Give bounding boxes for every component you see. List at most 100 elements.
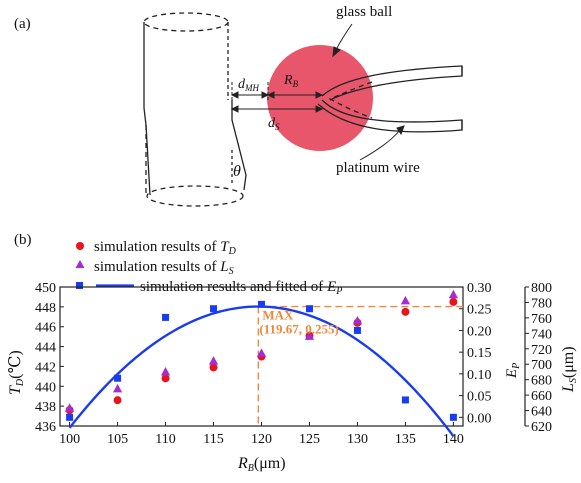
ep-point <box>258 300 265 308</box>
wire-hidden <box>328 81 373 119</box>
cylinder-top <box>143 12 229 32</box>
x-tick-label: 135 <box>395 432 416 447</box>
max-coordinates-label: (119.67, 0.255) <box>259 322 338 337</box>
ep-point <box>305 305 313 313</box>
label-ds: dS <box>268 116 280 132</box>
dim-dmh-arrow-left <box>230 91 239 99</box>
max-label: MAX <box>262 308 294 323</box>
td-point <box>113 396 122 405</box>
legend-marker-square <box>76 282 83 289</box>
y-right-axis-title: LS(μm) <box>560 346 579 393</box>
y-mid-axis: 0.00 0.05 0.10 0.15 0.20 0.25 0.30 <box>459 281 492 426</box>
y-right-tick-label: 660 <box>531 389 552 404</box>
y-left-tick-label: 446 <box>35 321 56 336</box>
glass-ball-label: glass ball <box>336 4 392 20</box>
ep-point <box>114 374 122 382</box>
y-right-tick-label: 700 <box>531 358 552 373</box>
y-mid-tick-label: 0.10 <box>467 368 492 383</box>
ls-point <box>112 383 123 393</box>
y-left-tick-label: 438 <box>35 400 56 415</box>
y-left-tick-label: 442 <box>35 360 56 375</box>
y-mid-tick-label: 0.20 <box>467 324 492 339</box>
ls-point <box>208 356 219 365</box>
ls-point <box>256 348 267 357</box>
platinum-wire-leader-arrow <box>396 125 405 136</box>
theta-label: θ <box>233 163 241 180</box>
y-left-tick-label: 436 <box>35 420 56 435</box>
ls-point <box>400 295 411 305</box>
legend-text-ep: simulation results and fitted of EP <box>140 279 342 297</box>
ep-point <box>162 313 170 321</box>
legend-text-td: simulation results of TD <box>94 239 237 257</box>
y-mid-axis-title: EP <box>504 363 522 379</box>
y-mid-tick-label: 0.00 <box>467 411 492 426</box>
dim-rb-arrow-right <box>315 91 324 99</box>
y-right-tick-label: 720 <box>531 343 552 358</box>
ep-point <box>210 305 218 313</box>
x-tick-label: 120 <box>251 432 272 447</box>
y-mid-tick-label: 0.05 <box>467 390 492 405</box>
y-mid-tick-label: 0.15 <box>467 346 492 361</box>
x-tick-label: 110 <box>155 432 175 447</box>
y-left-axis: 436 438 440 442 444 446 448 450 <box>35 281 64 435</box>
max-annotation <box>257 305 463 426</box>
legend-item-ls: simulation results of LS <box>75 259 234 277</box>
y-left-tick-label: 440 <box>35 380 56 395</box>
x-tick-label: 125 <box>299 432 320 447</box>
x-tick-label: 105 <box>107 432 128 447</box>
legend-marker-triangle <box>75 260 85 268</box>
dim-ds-arrow-left <box>230 105 239 113</box>
cylinder-slant-left <box>143 107 151 196</box>
leaders <box>332 23 405 161</box>
x-axis: 100 105 110 115 120 125 130 135 140 <box>59 422 464 447</box>
x-tick-label: 130 <box>347 432 368 447</box>
legend-item-td: simulation results of TD <box>76 239 237 257</box>
y-right-tick-label: 800 <box>531 281 552 296</box>
ls-point <box>448 289 459 299</box>
glass-ball-leader <box>335 23 353 51</box>
ep-point <box>401 396 409 404</box>
platinum-wire-label: platinum wire <box>336 160 420 176</box>
panel-a-label: (a) <box>14 16 31 32</box>
y-left-axis-title: TD(℃) <box>7 350 26 395</box>
td-point <box>209 363 218 372</box>
y-right-tick-label: 640 <box>531 405 552 420</box>
dim-rb-arrow-left <box>266 91 275 99</box>
dim-dmh-arrow-right <box>261 91 270 99</box>
panel-a: (a) θ <box>14 4 463 207</box>
ls-point <box>160 366 171 376</box>
td-point <box>449 297 458 306</box>
ls-point <box>64 403 75 412</box>
ep-point <box>449 413 457 421</box>
y-right-tick-label: 680 <box>531 374 552 389</box>
x-tick-label: 140 <box>443 432 464 447</box>
cylinder-bottom <box>146 185 244 207</box>
dimension-lines <box>230 82 324 122</box>
legend-marker-circle <box>76 242 84 250</box>
label-dmh: dMH <box>238 77 259 93</box>
legend-text-ls: simulation results of LS <box>94 259 234 277</box>
panel-b: (b) simulation results of TD simulation … <box>7 232 579 474</box>
platinum-wire <box>317 65 463 133</box>
td-point <box>161 374 170 383</box>
y-right-tick-label: 760 <box>531 312 552 327</box>
x-tick-label: 100 <box>59 432 80 447</box>
glass-ball <box>267 45 373 151</box>
platinum-wire-leader <box>359 129 401 161</box>
y-mid-tick-label: 0.30 <box>467 281 492 296</box>
dim-ds-arrow-right <box>315 105 324 113</box>
cylinder <box>143 12 247 207</box>
y-left-tick-label: 448 <box>35 301 56 316</box>
markers <box>64 289 459 421</box>
ls-point <box>304 331 315 340</box>
legend-item-ep: simulation results and fitted of EP <box>76 279 342 297</box>
label-rb: RB <box>283 73 299 89</box>
glass-ball-leader-arrow <box>332 46 341 58</box>
x-axis-title: RB(μm) <box>237 455 286 474</box>
ep-point <box>66 413 74 421</box>
ls-point <box>352 315 363 325</box>
y-left-tick-label: 450 <box>35 281 56 296</box>
y-right-tick-label: 780 <box>531 296 552 311</box>
